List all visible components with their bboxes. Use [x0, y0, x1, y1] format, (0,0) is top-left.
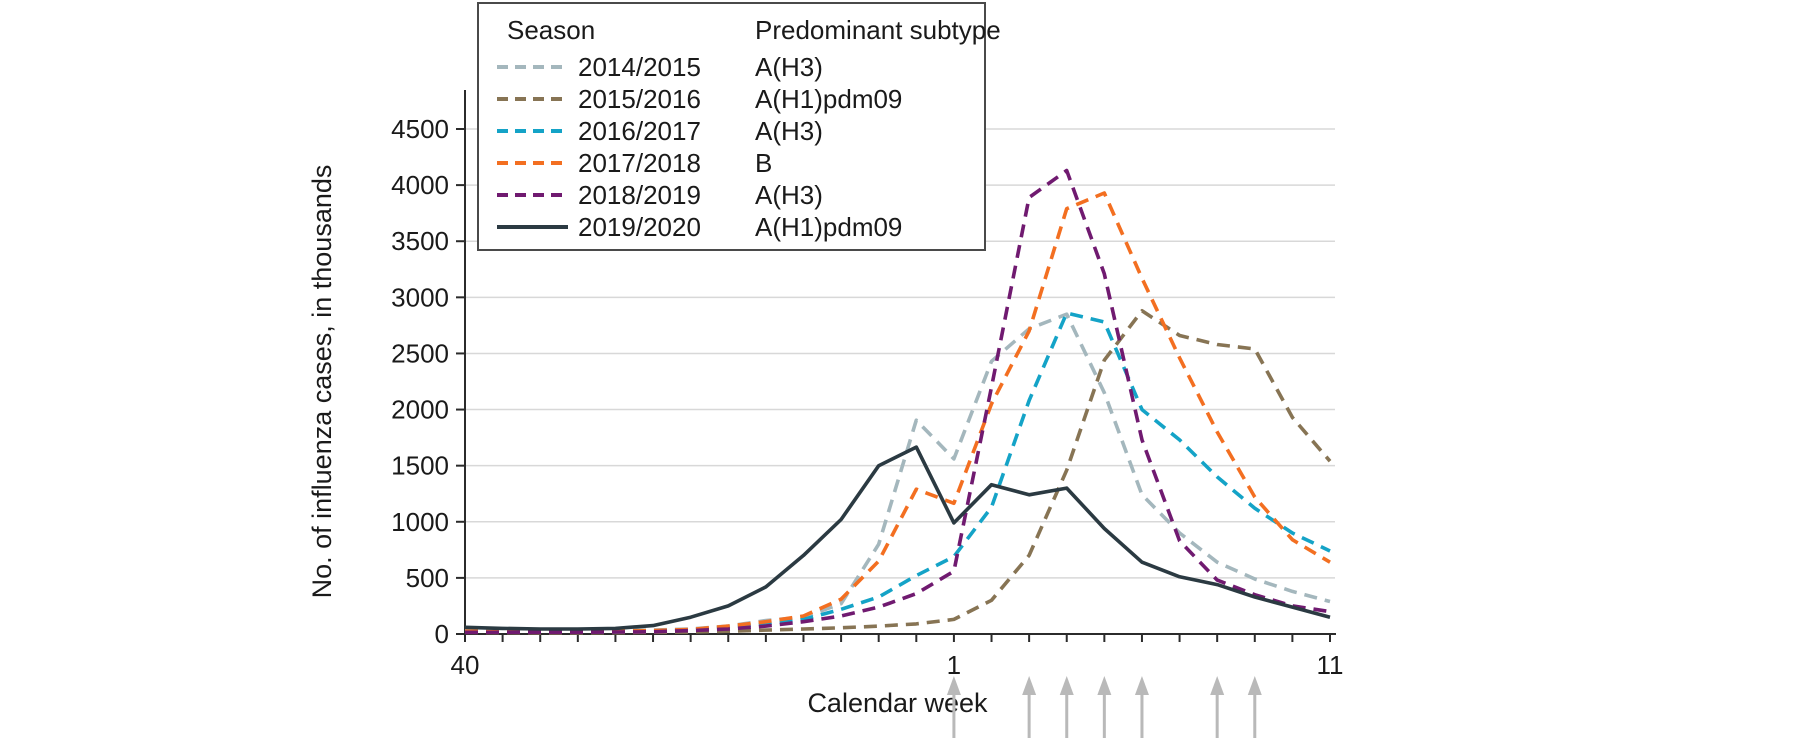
legend-season-label: 2019/2020: [578, 212, 701, 242]
y-tick-label-2000: 2000: [391, 395, 449, 425]
legend-subtype-label: A(H1)pdm09: [755, 84, 902, 114]
series-line-2017-2018: [464, 191, 1331, 634]
series-line-2014-2015: [464, 312, 1331, 634]
legend-subtype-label: A(H3): [755, 180, 823, 210]
arrow-shaft-week-9: [1253, 691, 1257, 738]
arrow-head-week-3: [1022, 676, 1037, 695]
y-tick-label-2500: 2500: [391, 338, 449, 368]
series-line-2018-2019: [465, 168, 1331, 635]
legend-season-header: Season: [507, 15, 595, 45]
y-tick-label-3000: 3000: [391, 282, 449, 312]
x-tick-label-week-40: 40: [451, 650, 480, 680]
arrow-shaft-week-8: [1215, 691, 1219, 738]
x-tick-label-week-11: 11: [1317, 650, 1344, 680]
legend-season-label: 2018/2019: [578, 180, 701, 210]
x-axis-title: Calendar week: [807, 688, 988, 718]
arrow-shaft-week-4: [1065, 691, 1069, 738]
arrow-head-week-8: [1210, 676, 1225, 695]
legend-subtype-label: B: [755, 148, 772, 178]
y-axis-title: No. of influenza cases, in thousands: [307, 165, 337, 599]
arrow-head-week-5: [1097, 676, 1112, 695]
series-line-2019-2020: [464, 445, 1331, 631]
series-line-2015-2016: [464, 308, 1332, 635]
arrow-head-week-9: [1247, 676, 1262, 695]
legend-subtype-label: A(H3): [755, 116, 823, 146]
arrow-shaft-week-3: [1027, 691, 1031, 738]
arrow-shaft-week-5: [1102, 691, 1106, 738]
series-line-2016-2017: [464, 311, 1331, 634]
y-tick-label-4000: 4000: [391, 170, 449, 200]
legend-box: [477, 2, 986, 251]
arrow-head-week-1: [946, 676, 961, 695]
y-tick-label-1500: 1500: [391, 451, 449, 481]
arrow-head-week-4: [1059, 676, 1074, 695]
y-tick-label-0: 0: [435, 619, 449, 649]
legend-season-label: 2015/2016: [578, 84, 701, 114]
y-tick-label-1000: 1000: [391, 507, 449, 537]
y-tick-label-4500: 4500: [391, 114, 449, 144]
legend-subtype-label: A(H1)pdm09: [755, 212, 902, 242]
arrow-shaft-week-6: [1140, 691, 1144, 738]
legend-subtype-header: Predominant subtype: [755, 15, 1001, 45]
y-tick-label-3500: 3500: [391, 226, 449, 256]
y-tick-label-500: 500: [406, 563, 449, 593]
legend-season-label: 2017/2018: [578, 148, 701, 178]
legend-season-label: 2016/2017: [578, 116, 701, 146]
arrow-head-week-6: [1134, 676, 1149, 695]
legend-season-label: 2014/2015: [578, 52, 701, 82]
arrow-shaft-week-1: [952, 691, 956, 738]
x-tick-label-week-1: 1: [947, 650, 961, 680]
legend-subtype-label: A(H3): [755, 52, 823, 82]
